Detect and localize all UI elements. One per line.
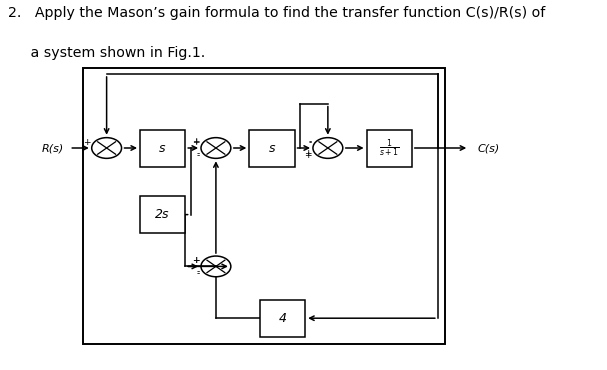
Text: 2.   Apply the Mason’s gain formula to find the transfer function C(s)/R(s) of: 2. Apply the Mason’s gain formula to fin…	[8, 6, 545, 20]
Text: +: +	[304, 151, 311, 160]
FancyBboxPatch shape	[140, 130, 185, 166]
Text: -: -	[196, 149, 200, 158]
Text: s: s	[269, 141, 275, 155]
FancyBboxPatch shape	[367, 130, 412, 166]
Text: +: +	[192, 137, 200, 146]
Text: +: +	[192, 138, 200, 147]
Text: C(s): C(s)	[477, 143, 500, 153]
Text: R(s): R(s)	[42, 143, 64, 153]
Text: -: -	[196, 151, 200, 160]
FancyBboxPatch shape	[140, 196, 185, 233]
Text: s: s	[160, 141, 166, 155]
Text: +: +	[192, 256, 200, 265]
Bar	[83, 68, 445, 344]
Text: -: -	[308, 137, 311, 146]
Text: 2s: 2s	[155, 208, 170, 221]
Text: +: +	[304, 149, 311, 158]
FancyBboxPatch shape	[249, 130, 294, 166]
Text: +: +	[192, 256, 200, 265]
Text: -: -	[308, 138, 311, 147]
Text: a system shown in Fig.1.: a system shown in Fig.1.	[8, 46, 205, 60]
Text: +: +	[83, 138, 90, 147]
Text: -: -	[196, 268, 200, 277]
Text: -: -	[196, 269, 200, 278]
FancyBboxPatch shape	[260, 300, 305, 337]
Text: 4: 4	[279, 312, 287, 325]
Text: $\frac{1}{s+1}$: $\frac{1}{s+1}$	[379, 137, 399, 159]
